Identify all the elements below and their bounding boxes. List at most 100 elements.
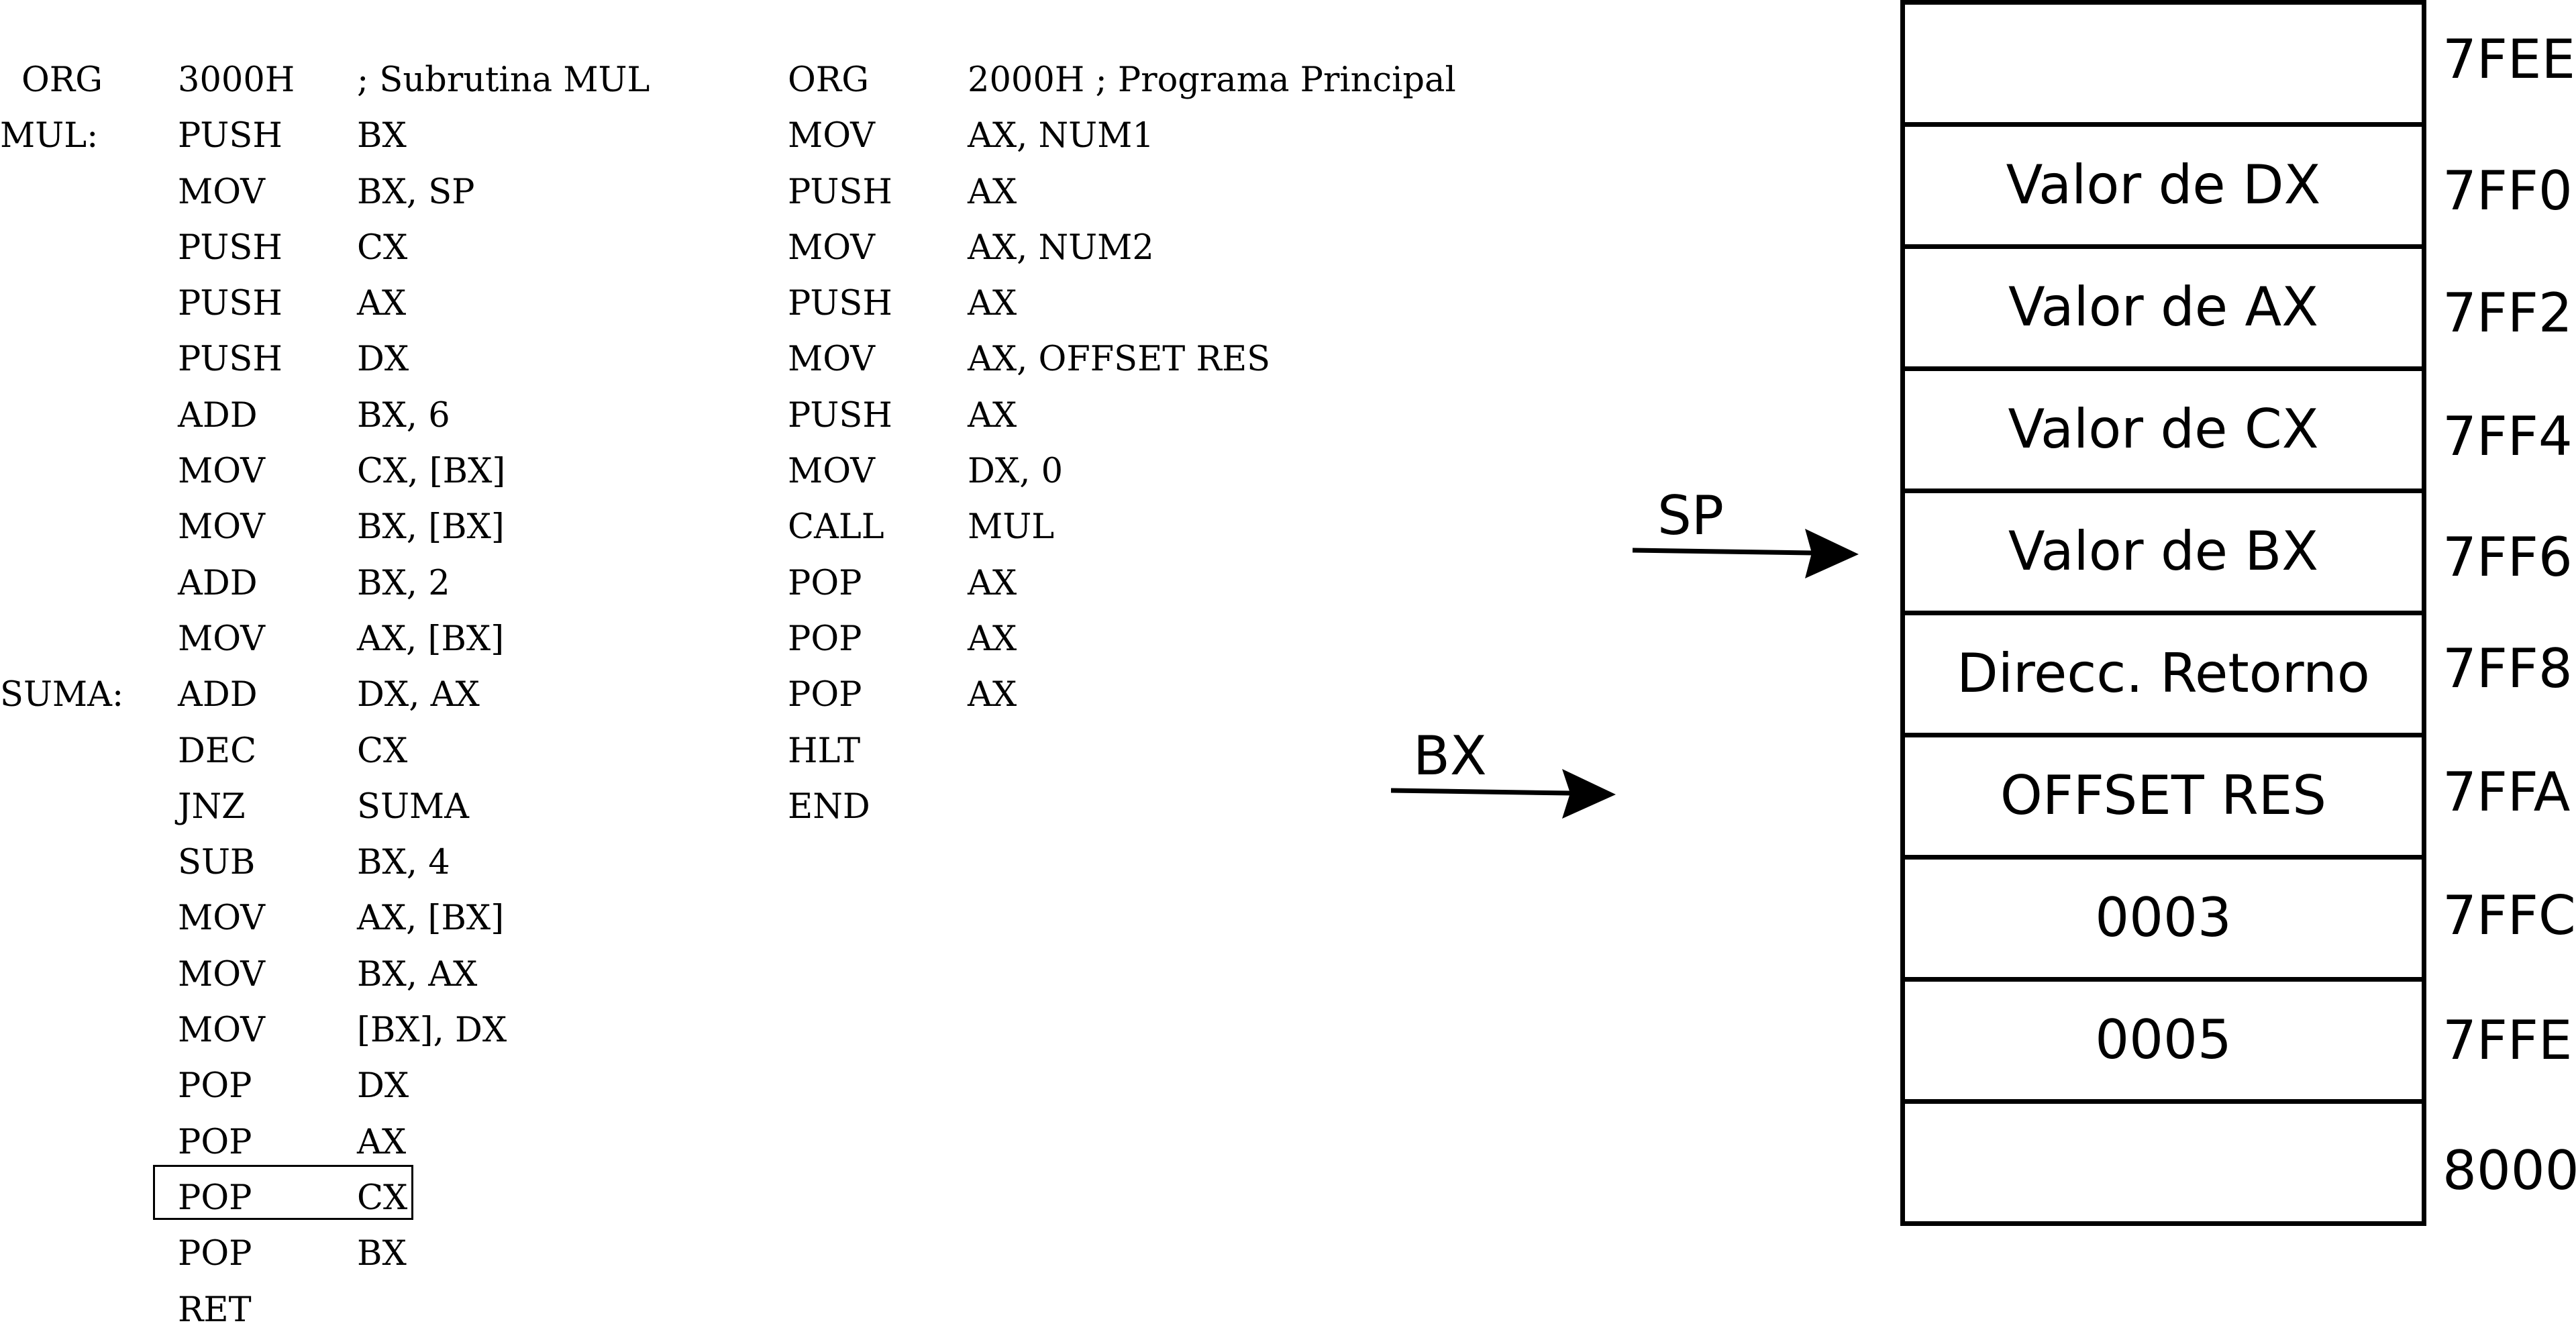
code-operation: MOV bbox=[788, 452, 875, 492]
code-operation: PUSH bbox=[788, 284, 892, 324]
stack-address: 7FFC bbox=[2442, 884, 2576, 947]
code-operands: DX bbox=[357, 1066, 409, 1107]
stack-address: 7FF0 bbox=[2442, 160, 2573, 222]
bx-pointer-label: BX bbox=[1413, 725, 1487, 787]
code-operands: AX bbox=[968, 172, 1017, 212]
code-operands: BX, SP bbox=[357, 172, 475, 212]
stack-cell-content: OFFSET RES bbox=[2000, 764, 2327, 827]
code-operands: AX, [BX] bbox=[357, 619, 505, 659]
code-operands: CX bbox=[357, 731, 408, 771]
stack-cell-content: Valor de CX bbox=[2008, 398, 2319, 460]
code-operands: BX, AX bbox=[357, 954, 478, 994]
code-operands: CX bbox=[357, 227, 408, 268]
code-operands: SUMA bbox=[357, 786, 469, 827]
stack-cell: Direcc. Retorno bbox=[1900, 611, 2426, 733]
stack-cell: Valor de BX bbox=[1900, 488, 2426, 611]
stack-cell: 0003 bbox=[1900, 855, 2426, 977]
code-operation: DEC bbox=[178, 731, 257, 771]
stack-cell bbox=[1900, 0, 2426, 122]
code-operands: AX, OFFSET RES bbox=[968, 340, 1271, 380]
code-operation: MOV bbox=[178, 1011, 265, 1051]
code-operands: AX bbox=[968, 284, 1017, 324]
code-label: MUL: bbox=[0, 116, 99, 156]
stack-cell: Valor de DX bbox=[1900, 122, 2426, 244]
code-operation: PUSH bbox=[788, 172, 892, 212]
stack-cell-content: Valor de BX bbox=[2008, 520, 2319, 582]
stack-cell-content: Valor de DX bbox=[2006, 154, 2321, 216]
code-operation: POP bbox=[788, 619, 862, 659]
code-operation: POP bbox=[788, 563, 862, 603]
stack-address: 7FF6 bbox=[2442, 526, 2573, 588]
code-operation: PUSH bbox=[788, 395, 892, 435]
stack-cell-content: Direcc. Retorno bbox=[1957, 642, 2370, 705]
code-operation: MOV bbox=[788, 340, 875, 380]
sp-arrow-icon bbox=[1632, 529, 1859, 578]
code-operands: AX bbox=[357, 1122, 407, 1162]
stack-cell-content: 0003 bbox=[2095, 886, 2232, 949]
stack-cell-content: Valor de AX bbox=[2008, 276, 2318, 338]
code-operation: PUSH bbox=[178, 116, 282, 156]
code-operation: POP bbox=[178, 1234, 252, 1274]
code-operands: DX, 0 bbox=[968, 452, 1064, 492]
code-operands: [BX], DX bbox=[357, 1011, 507, 1051]
code-operation: ADD bbox=[178, 563, 258, 603]
code-operation: MOV bbox=[178, 954, 265, 994]
code-operation: PUSH bbox=[178, 227, 282, 268]
code-operation: POP bbox=[178, 1178, 252, 1218]
stack-address: 7FF4 bbox=[2442, 405, 2573, 468]
stack-memory-diagram: Valor de DX Valor de AX Valor de CX Valo… bbox=[1900, 0, 2426, 1226]
code-operation: POP bbox=[178, 1066, 252, 1107]
code-operands: BX, 4 bbox=[357, 843, 450, 883]
code-operation: MOV bbox=[788, 227, 875, 268]
code-operation: MOV bbox=[178, 507, 265, 548]
sp-pointer-label: SP bbox=[1657, 484, 1724, 547]
code-operands: AX bbox=[968, 675, 1017, 715]
code-operands: CX, [BX] bbox=[357, 452, 506, 492]
code-operands: BX bbox=[357, 1234, 407, 1274]
code-operands: BX bbox=[357, 116, 407, 156]
stack-address: 7FFA bbox=[2442, 761, 2571, 823]
stack-address: 7FFE bbox=[2442, 1009, 2573, 1072]
stack-cell-content: 0005 bbox=[2095, 1009, 2232, 1071]
code-operands: DX, AX bbox=[357, 675, 480, 715]
code-operation: POP bbox=[788, 675, 862, 715]
code-operation: ADD bbox=[178, 395, 258, 435]
code-operands: AX, NUM1 bbox=[968, 116, 1154, 156]
bx-arrow-icon bbox=[1390, 769, 1616, 819]
code-operands: BX, 6 bbox=[357, 395, 450, 435]
code-label: SUMA: bbox=[0, 675, 124, 715]
stack-cell: 0005 bbox=[1900, 977, 2426, 1099]
stack-address: 7FF8 bbox=[2442, 637, 2573, 700]
code-operation: MOV bbox=[178, 452, 265, 492]
code-operation: POP bbox=[178, 1122, 252, 1162]
code-operands: MUL bbox=[968, 507, 1055, 548]
stack-cell: OFFSET RES bbox=[1900, 733, 2426, 855]
code-operation: PUSH bbox=[178, 340, 282, 380]
stack-cell: Valor de AX bbox=[1900, 244, 2426, 366]
stack-address: 7FF2 bbox=[2442, 282, 2573, 344]
code-operation: 3000H bbox=[178, 60, 295, 100]
current-instruction-highlight-box bbox=[153, 1165, 413, 1220]
code-operation: MOV bbox=[788, 116, 875, 156]
code-operands: BX, 2 bbox=[357, 563, 450, 603]
stack-address: 8000 bbox=[2442, 1139, 2576, 1202]
code-operands: DX bbox=[357, 340, 409, 380]
code-operation: PUSH bbox=[178, 284, 282, 324]
code-operands: AX bbox=[968, 395, 1017, 435]
stack-cell: Valor de CX bbox=[1900, 366, 2426, 488]
code-operation: ORG bbox=[788, 60, 869, 100]
code-operands: CX bbox=[357, 1178, 408, 1218]
code-operation: MOV bbox=[178, 619, 265, 659]
code-operands: AX, [BX] bbox=[357, 898, 505, 939]
code-operation: END bbox=[788, 786, 870, 827]
code-operands: 2000H ; Programa Principal bbox=[968, 60, 1456, 100]
code-operation: HLT bbox=[788, 731, 861, 771]
code-operation: JNZ bbox=[178, 786, 246, 827]
code-operation: SUB bbox=[178, 843, 256, 883]
code-operands: AX, NUM2 bbox=[968, 227, 1154, 268]
code-operands: AX bbox=[968, 563, 1017, 603]
code-operands: BX, [BX] bbox=[357, 507, 505, 548]
code-operation: MOV bbox=[178, 172, 265, 212]
code-operation: MOV bbox=[178, 898, 265, 939]
